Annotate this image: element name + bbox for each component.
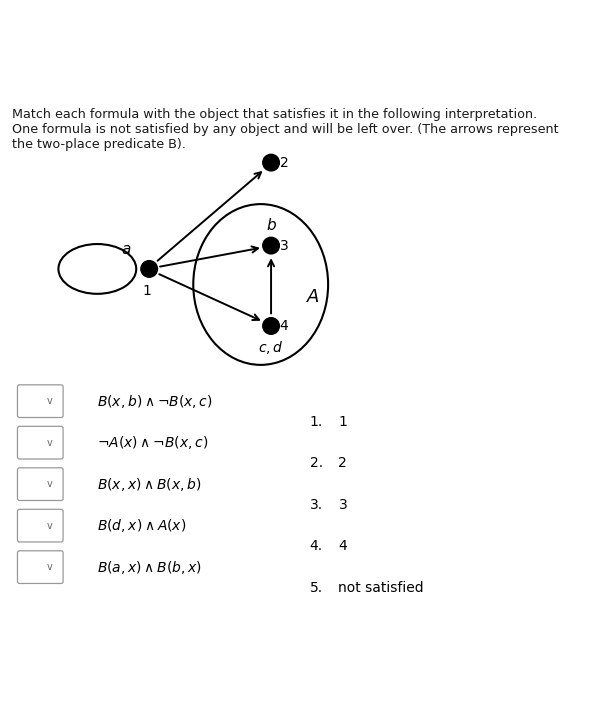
Circle shape: [141, 261, 157, 277]
Text: v: v: [47, 396, 52, 406]
Text: $b$: $b$: [266, 217, 277, 233]
Text: 1: 1: [339, 415, 347, 429]
Text: $c, d$: $c, d$: [258, 340, 284, 356]
Text: $a$: $a$: [121, 242, 131, 257]
Text: 3.: 3.: [310, 498, 323, 512]
Text: 4: 4: [280, 319, 288, 333]
Text: $B(a, x) \wedge B(b, x)$: $B(a, x) \wedge B(b, x)$: [97, 559, 202, 576]
Text: v: v: [47, 479, 52, 489]
Text: not satisfied: not satisfied: [339, 581, 424, 595]
Text: $A$: $A$: [305, 289, 319, 306]
FancyBboxPatch shape: [18, 426, 63, 459]
Text: $\neg A(x) \wedge \neg B(x,c)$: $\neg A(x) \wedge \neg B(x,c)$: [97, 434, 209, 451]
Circle shape: [263, 155, 279, 171]
Text: $B(x, b) \wedge \neg B(x,c)$: $B(x, b) \wedge \neg B(x,c)$: [97, 393, 213, 410]
Circle shape: [263, 318, 279, 334]
FancyBboxPatch shape: [18, 385, 63, 418]
Text: 3: 3: [339, 498, 347, 512]
FancyBboxPatch shape: [18, 551, 63, 584]
Text: 3: 3: [280, 239, 288, 252]
Text: 4: 4: [339, 540, 347, 554]
Text: v: v: [47, 520, 52, 530]
Text: v: v: [47, 437, 52, 447]
Text: 1.: 1.: [310, 415, 323, 429]
FancyBboxPatch shape: [18, 468, 63, 501]
Text: $B(x, x) \wedge B(x, b)$: $B(x, x) \wedge B(x, b)$: [97, 476, 202, 493]
Circle shape: [263, 238, 279, 254]
Text: 2: 2: [280, 155, 288, 169]
Text: 2.: 2.: [310, 457, 323, 470]
Text: Match each formula with the object that satisfies it in the following interpreta: Match each formula with the object that …: [12, 108, 558, 151]
FancyBboxPatch shape: [18, 509, 63, 542]
Text: 5.: 5.: [310, 581, 323, 595]
Text: $B(d, x) \wedge A(x)$: $B(d, x) \wedge A(x)$: [97, 517, 187, 534]
Text: 1: 1: [142, 284, 151, 298]
Text: 2: 2: [339, 457, 347, 470]
Text: 4.: 4.: [310, 540, 323, 554]
Text: v: v: [47, 562, 52, 572]
